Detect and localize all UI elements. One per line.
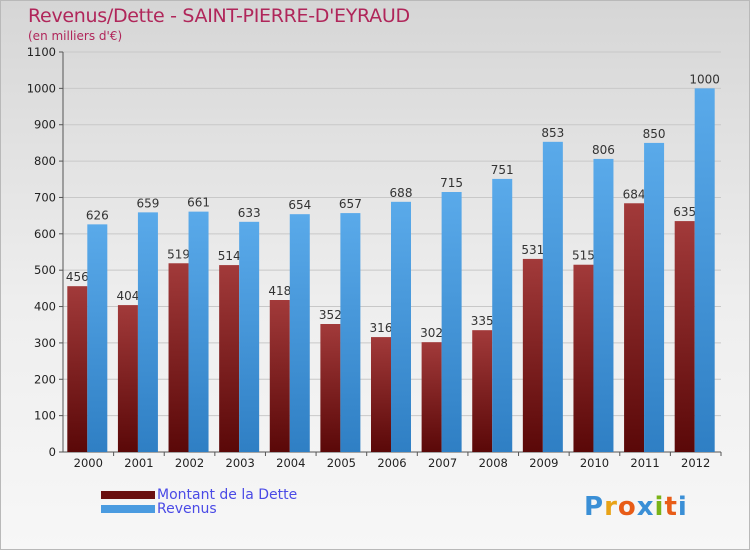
data-label-dette-2011: 684 [623, 187, 646, 201]
bar-revenus-2011 [644, 142, 665, 452]
x-tick-label: 2000 [74, 456, 103, 470]
data-label-dette-2009: 531 [521, 243, 544, 257]
bar-revenus-2006 [391, 201, 411, 452]
data-label-dette-2004: 418 [268, 284, 291, 298]
x-tick-label: 2007 [428, 456, 457, 470]
data-label-dette-2006: 316 [370, 321, 393, 335]
bar-dette-2008 [472, 330, 493, 452]
legend-item-dette: Montant de la Dette [101, 487, 298, 503]
y-tick-label: 100 [34, 409, 56, 423]
bar-dette-2003 [219, 265, 240, 452]
x-tick-label: 2003 [226, 456, 255, 470]
y-tick-label: 600 [34, 227, 56, 241]
proxiti-logo: Proxiti [584, 492, 688, 522]
bar-revenus-2009 [542, 141, 563, 452]
bar-dette-2006 [371, 337, 391, 452]
y-tick-label: 400 [34, 300, 56, 314]
x-tick-label: 2011 [630, 456, 659, 470]
data-label-revenus-2011: 850 [643, 127, 666, 141]
bar-revenus-2004 [289, 214, 310, 452]
x-tick-label: 2005 [327, 456, 356, 470]
y-tick-label: 0 [49, 445, 56, 459]
bar-revenus-2007 [441, 192, 462, 452]
data-label-revenus-2009: 853 [541, 126, 564, 140]
bar-revenus-2005 [340, 213, 361, 452]
logo-letter: i [654, 492, 665, 522]
data-label-dette-2000: 456 [66, 270, 89, 284]
bar-dette-2001 [117, 305, 138, 452]
bar-dette-2000 [67, 286, 88, 452]
y-tick-label: 300 [34, 336, 56, 350]
x-tick-label: 2012 [681, 456, 710, 470]
bar-dette-2005 [320, 324, 341, 452]
bar-revenus-2002 [188, 211, 209, 452]
legend-label-dette: Montant de la Dette [157, 487, 298, 503]
data-label-revenus-2008: 751 [491, 163, 514, 177]
logo-letter: P [584, 492, 605, 522]
logo-letter: o [617, 492, 637, 522]
data-label-revenus-2003: 633 [238, 206, 261, 220]
logo-letter: i [677, 492, 688, 522]
data-label-dette-2001: 404 [116, 289, 139, 303]
y-tick-label: 1100 [27, 45, 56, 59]
data-label-revenus-2002: 661 [187, 196, 210, 210]
chart-title: Revenus/Dette - SAINT-PIERRE-D'EYRAUD [28, 5, 410, 27]
x-tick-label: 2008 [479, 456, 508, 470]
legend-swatch-revenus [101, 505, 155, 513]
legend-item-revenus: Revenus [101, 501, 217, 517]
data-label-revenus-2001: 659 [136, 196, 159, 210]
logo-letter: t [664, 492, 678, 522]
data-label-revenus-2010: 806 [592, 143, 615, 157]
data-label-dette-2005: 352 [319, 308, 342, 322]
legend-swatch-dette [101, 491, 155, 499]
data-label-revenus-2007: 715 [440, 176, 463, 190]
bar-dette-2002 [168, 263, 189, 452]
bar-revenus-2000 [87, 224, 108, 452]
x-tick-label: 2009 [529, 456, 558, 470]
y-tick-label: 200 [34, 372, 56, 386]
bar-dette-2011 [624, 203, 645, 452]
bar-revenus-2012 [694, 88, 715, 452]
x-tick-label: 2010 [580, 456, 609, 470]
data-label-dette-2007: 302 [420, 326, 443, 340]
data-label-revenus-2006: 688 [390, 186, 413, 200]
data-label-dette-2008: 335 [471, 314, 494, 328]
bar-dette-2007 [421, 342, 442, 452]
x-tick-label: 2001 [124, 456, 153, 470]
bar-dette-2004 [269, 300, 290, 452]
bar-dette-2009 [522, 258, 543, 452]
x-tick-label: 2004 [276, 456, 305, 470]
x-tick-label: 2002 [175, 456, 204, 470]
y-tick-label: 500 [34, 263, 56, 277]
data-label-dette-2002: 519 [167, 247, 190, 261]
bar-revenus-2008 [492, 178, 513, 452]
x-tick-label: 2006 [377, 456, 406, 470]
data-label-revenus-2000: 626 [86, 208, 109, 222]
legend-label-revenus: Revenus [157, 501, 217, 517]
bar-revenus-2003 [239, 221, 260, 452]
data-label-dette-2012: 635 [673, 205, 696, 219]
data-label-revenus-2005: 657 [339, 197, 362, 211]
logo-letter: r [604, 492, 618, 522]
logo-letter: x [636, 492, 655, 522]
data-label-revenus-2012: 1000 [689, 72, 720, 86]
bar-revenus-2010 [593, 158, 614, 452]
y-tick-label: 900 [34, 118, 56, 132]
bar-revenus-2001 [137, 212, 158, 452]
data-label-dette-2010: 515 [572, 249, 595, 263]
chart-subtitle: (en milliers d'€) [28, 29, 123, 43]
bar-dette-2010 [573, 264, 594, 452]
bar-dette-2012 [674, 221, 695, 452]
data-label-dette-2003: 514 [218, 249, 241, 263]
y-tick-label: 800 [34, 154, 56, 168]
y-tick-label: 700 [34, 190, 56, 204]
data-label-revenus-2004: 654 [288, 198, 311, 212]
y-tick-label: 1000 [27, 81, 56, 95]
